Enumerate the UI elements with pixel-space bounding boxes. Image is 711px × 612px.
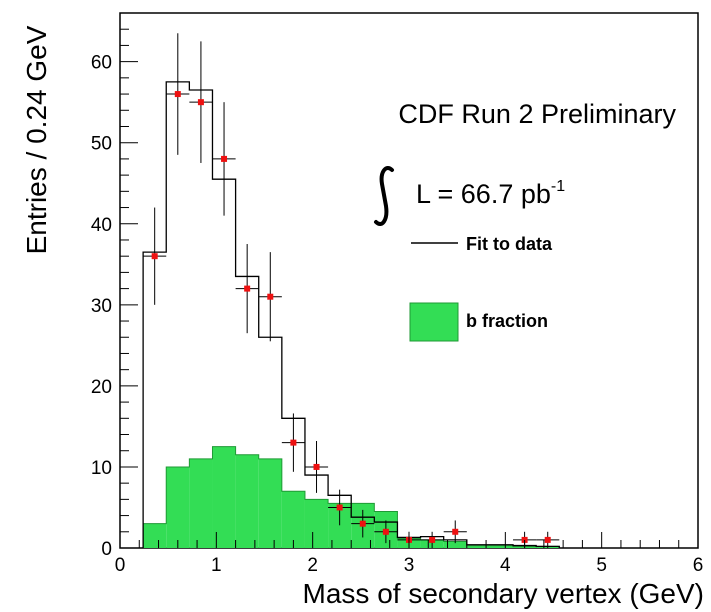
data-point (351, 509, 375, 538)
data-point (420, 531, 444, 548)
data-point-marker (359, 520, 366, 527)
data-point-marker (336, 504, 343, 511)
x-tick-label: 6 (693, 555, 704, 576)
b-fraction-bin (189, 458, 213, 548)
b-fraction-outline (142, 446, 560, 548)
data-point (281, 413, 305, 472)
y-tick-label: 30 (91, 296, 112, 317)
data-point-marker (382, 528, 389, 535)
legend: Fit to data b fraction (409, 234, 553, 342)
luminosity-value: L = 66.7 pb-1 (416, 178, 565, 209)
data-point-marker (313, 463, 320, 470)
data-point-marker (151, 253, 158, 260)
data-point (212, 102, 236, 216)
legend-b-fraction-swatch (409, 302, 459, 342)
x-tick-label: 2 (307, 555, 318, 576)
b-fraction-bin (304, 499, 329, 548)
data-point-marker (197, 99, 204, 106)
legend-fit-label: Fit to data (466, 234, 553, 254)
b-fraction-bin (328, 503, 352, 548)
data-point-marker (544, 536, 551, 543)
data-point (443, 520, 467, 544)
data-point-marker (521, 536, 528, 543)
data-point-marker (267, 293, 274, 300)
x-tick-label: 0 (115, 555, 126, 576)
data-point-marker (429, 536, 436, 543)
luminosity-prefix: L = 66.7 pb (416, 179, 551, 209)
data-points (143, 33, 560, 548)
b-fraction-bin (212, 446, 236, 548)
luminosity-label: L = 66.7 pb-1 (374, 166, 565, 226)
fit-histogram (142, 81, 560, 548)
b-fraction-bin (281, 491, 305, 548)
b-fraction-bin (466, 545, 490, 548)
y-axis-title: Entries / 0.24 GeV (21, 25, 52, 254)
data-point (189, 41, 213, 163)
b-fraction-histogram (142, 446, 560, 548)
x-tick-label: 5 (596, 555, 607, 576)
b-fraction-bin (443, 541, 467, 548)
data-point (374, 520, 398, 544)
y-tick-label: 0 (101, 539, 112, 560)
b-fraction-bin (235, 454, 259, 548)
b-fraction-bin (489, 545, 514, 548)
data-point (166, 33, 190, 155)
x-tick-label: 3 (404, 555, 415, 576)
data-point (304, 441, 329, 493)
data-point-marker (290, 439, 297, 446)
data-point (328, 489, 352, 526)
x-axis-title: Mass of secondary vertex (GeV) (303, 578, 704, 609)
data-point-marker (244, 285, 251, 292)
fit-step-line (142, 81, 560, 548)
y-tick-label: 50 (91, 134, 112, 155)
y-tick-label: 60 (91, 53, 112, 74)
luminosity-superscript: -1 (551, 178, 565, 195)
experiment-label: CDF Run 2 Preliminary (398, 99, 676, 129)
data-point-marker (221, 155, 228, 162)
data-point (258, 252, 282, 342)
data-point (143, 207, 167, 305)
b-fraction-bin (166, 466, 190, 548)
b-fraction-bin (258, 458, 282, 548)
data-point (235, 244, 259, 334)
integral-sign (374, 166, 394, 226)
y-tick-label: 40 (91, 215, 112, 236)
data-point-marker (174, 91, 181, 98)
legend-b-fraction-label: b fraction (466, 311, 548, 331)
x-tick-label: 1 (211, 555, 222, 576)
x-tick-label: 4 (500, 555, 511, 576)
y-tick-label: 10 (91, 458, 112, 479)
b-fraction-bin (143, 523, 167, 548)
data-point (536, 531, 560, 548)
data-point-marker (452, 528, 459, 535)
y-tick-label: 20 (91, 377, 112, 398)
